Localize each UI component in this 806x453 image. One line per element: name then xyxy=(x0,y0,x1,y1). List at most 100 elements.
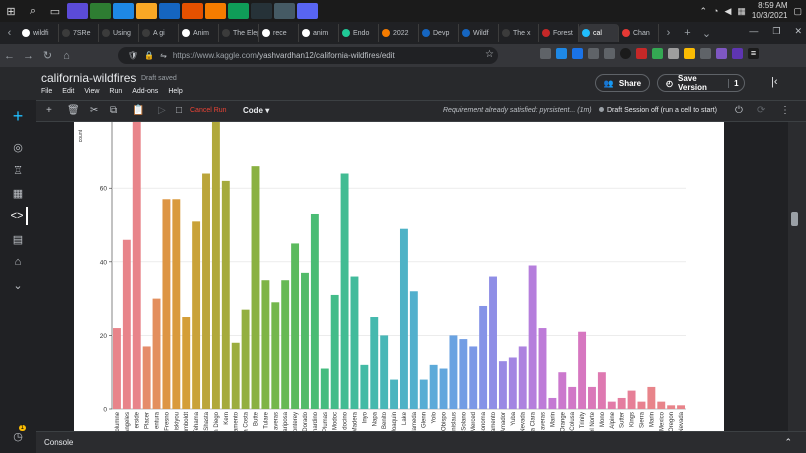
extension-wrench-icon[interactable] xyxy=(540,48,551,59)
browser-tab[interactable]: Forest xyxy=(539,24,579,42)
menu-edit[interactable]: Edit xyxy=(62,88,75,95)
paste-icon[interactable]: 📋 xyxy=(132,105,145,116)
browser-tab-active[interactable]: cal xyxy=(579,24,619,42)
power-icon[interactable]: ⏻ xyxy=(735,105,743,116)
extension-yellow-icon[interactable] xyxy=(684,48,695,59)
clock[interactable]: 8:59 AM 10/3/2021 xyxy=(752,1,788,21)
save-version-button[interactable]: ◴ Save Version 1 xyxy=(657,74,745,92)
delete-cell-icon[interactable]: 🗑 xyxy=(67,105,80,116)
search-icon[interactable]: ⌕ xyxy=(29,4,37,17)
browser-tab[interactable]: Wildf xyxy=(459,24,499,42)
browser-tab[interactable]: The x xyxy=(499,24,539,42)
language-icon[interactable]: ▦ xyxy=(737,5,746,16)
bookmark-star-icon[interactable]: ☆ xyxy=(485,49,494,60)
taskbar-app-icon[interactable] xyxy=(228,3,249,19)
forward-icon[interactable]: → xyxy=(23,49,34,62)
home-icon[interactable]: ⌂ xyxy=(63,49,70,62)
notebook-title[interactable]: california-wildfires xyxy=(41,71,137,85)
browser-tab[interactable]: Using xyxy=(99,24,139,42)
collapse-panel-icon[interactable]: |‹ xyxy=(771,76,778,88)
taskbar-app-icon[interactable] xyxy=(251,3,272,19)
new-tab-icon[interactable]: + xyxy=(684,27,691,39)
extension-red-icon[interactable] xyxy=(636,48,647,59)
share-button[interactable]: 👥 Share xyxy=(595,74,650,92)
security-icon[interactable]: 🛡 xyxy=(128,51,139,60)
extension-purple-icon[interactable] xyxy=(716,48,727,59)
taskbar-app-icon[interactable] xyxy=(113,3,134,19)
more-chevron-icon[interactable]: ⌄ xyxy=(13,279,23,292)
windows-start-icon[interactable]: ⊞ xyxy=(6,5,16,18)
site-permissions-icon[interactable]: ⇋ xyxy=(160,51,167,60)
cell-type-select[interactable]: Code ▾ xyxy=(243,106,270,115)
browser-tab[interactable]: wildfi xyxy=(19,24,59,42)
taskbar-app-icon[interactable] xyxy=(159,3,180,19)
address-bar[interactable]: 🛡 🔒 ⇋ https://www.kaggle.com/yashvardhan… xyxy=(118,47,498,64)
datasets-table-icon[interactable]: ▦ xyxy=(12,187,24,200)
taskbar-app-icon[interactable] xyxy=(274,3,295,19)
volume-icon[interactable]: ◀ xyxy=(724,5,732,16)
taskbar-app-icon[interactable] xyxy=(205,3,226,19)
version-count[interactable]: 1 xyxy=(727,78,744,88)
taskbar-app-icon[interactable] xyxy=(67,3,88,19)
tray-chevron-icon[interactable]: ⌃ xyxy=(699,5,708,16)
cut-icon[interactable]: ✂ xyxy=(90,105,99,116)
tab-scroll-right-icon[interactable]: › xyxy=(666,27,671,39)
scrollbar[interactable] xyxy=(788,122,806,431)
extension-green-icon[interactable] xyxy=(652,48,663,59)
competitions-trophy-icon[interactable]: ♖ xyxy=(13,164,23,177)
taskbar-app-icon[interactable] xyxy=(136,3,157,19)
reload-icon[interactable]: ↻ xyxy=(42,50,53,62)
browser-tab[interactable]: 2022 xyxy=(379,24,419,42)
close-window-icon[interactable]: ✕ xyxy=(794,26,802,36)
browser-tab[interactable]: 7SRe xyxy=(59,24,99,42)
browser-tab[interactable]: rece xyxy=(259,24,299,42)
task-view-icon[interactable]: ▭ xyxy=(49,5,61,18)
code-icon[interactable]: <> xyxy=(8,207,28,225)
extension-y-icon[interactable] xyxy=(732,48,743,59)
browser-tab[interactable]: The Eleph xyxy=(219,24,259,42)
courses-icon[interactable]: ⌂ xyxy=(14,256,22,268)
extension-pocket-icon[interactable] xyxy=(556,48,567,59)
browser-tab[interactable]: Endo xyxy=(339,24,379,42)
session-status[interactable]: Draft Session off (run a cell to start) xyxy=(599,107,717,114)
browser-tab[interactable]: anim xyxy=(299,24,339,42)
cancel-run-button[interactable]: Cancel Run xyxy=(190,107,227,114)
menu-run[interactable]: Run xyxy=(109,88,123,95)
extension-dark-icon[interactable] xyxy=(620,48,631,59)
console-expand-icon[interactable]: ⌃ xyxy=(784,437,792,447)
library-icon[interactable] xyxy=(588,48,599,59)
browser-tab[interactable]: Anim xyxy=(179,24,219,42)
copy-icon[interactable]: ⧉ xyxy=(110,105,118,116)
restore-icon[interactable]: ❐ xyxy=(772,26,781,36)
discussion-icon[interactable]: ▤ xyxy=(12,233,24,246)
stop-icon[interactable]: □ xyxy=(176,105,183,116)
menu-addons[interactable]: Add-ons xyxy=(132,88,159,95)
run-icon[interactable]: ▷ xyxy=(158,105,166,116)
menu-file[interactable]: File xyxy=(41,88,53,95)
scrollbar-thumb[interactable] xyxy=(791,212,798,226)
extension-grey-icon[interactable] xyxy=(668,48,679,59)
notifications-icon[interactable]: ◷ 1 xyxy=(13,425,26,443)
explore-compass-icon[interactable]: ◎ xyxy=(13,141,23,154)
taskbar-app-icon[interactable] xyxy=(182,3,203,19)
menu-view[interactable]: View xyxy=(84,88,100,95)
refresh-session-icon[interactable]: ⟳ xyxy=(757,105,766,116)
console-panel[interactable]: Console ⌃ xyxy=(36,431,806,453)
download-icon[interactable] xyxy=(572,48,583,59)
taskbar-app-icon[interactable] xyxy=(297,3,318,19)
create-plus-icon[interactable]: + xyxy=(12,105,24,126)
browser-menu-icon[interactable]: ≡ xyxy=(748,48,759,59)
back-icon[interactable]: ← xyxy=(4,49,15,62)
menu-help[interactable]: Help xyxy=(168,88,183,95)
browser-tab[interactable]: Chan xyxy=(619,24,659,42)
browser-tab[interactable]: A gi xyxy=(139,24,179,42)
lock-icon[interactable]: 🔒 xyxy=(144,51,155,60)
minimize-icon[interactable]: — xyxy=(749,26,759,36)
sidebar-icon[interactable] xyxy=(604,48,615,59)
browser-tab[interactable]: Devp xyxy=(419,24,459,42)
more-options-icon[interactable]: ⋮ xyxy=(780,105,790,116)
taskbar-app-icon[interactable] xyxy=(90,3,111,19)
tab-search-icon[interactable]: ⌄ xyxy=(701,27,712,40)
notification-icon[interactable]: ▢ xyxy=(793,5,802,16)
tab-scroll-left-icon[interactable]: ‹ xyxy=(7,27,12,39)
